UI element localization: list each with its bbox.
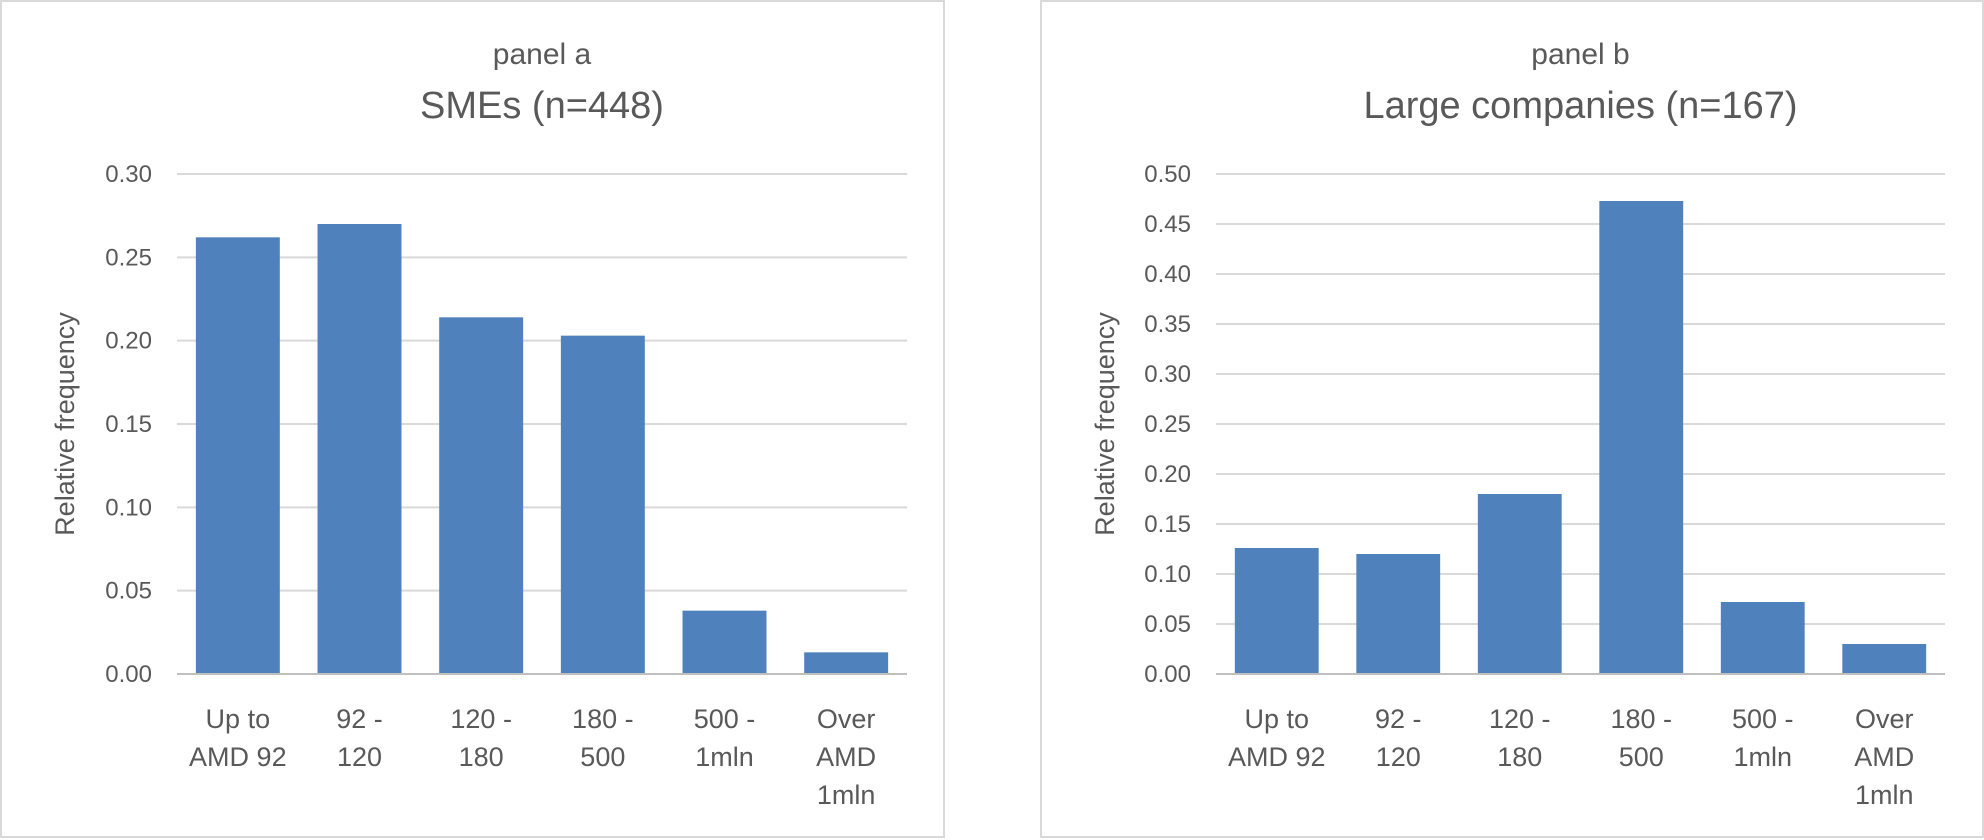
chart-title: SMEs (n=448): [420, 85, 664, 127]
bar: [195, 237, 280, 675]
x-category-label: 92 - 120: [1375, 704, 1422, 772]
bar: [1477, 494, 1562, 674]
bar: [1599, 201, 1684, 674]
chart-svg-panel-a: panel a SMEs (n=448) 0.00 0.05 0.10 0.15 0.20 0…: [50, 38, 907, 810]
x-category-label-line: 500 -: [1732, 704, 1794, 734]
chart-panel-b: panel b Large companies (n=167) 0.00 0.05 0.…: [1040, 0, 1984, 838]
bar: [1842, 644, 1927, 674]
x-category-label-line: Over: [1855, 704, 1914, 734]
x-category-label-line: 180: [459, 742, 504, 772]
x-category-label-line: 1mln: [1733, 742, 1792, 772]
chart-subtitle: panel a: [493, 38, 592, 71]
x-category-label: 500 - 1mln: [694, 704, 756, 772]
bar: [804, 652, 889, 674]
y-tick-label: 0.00: [1144, 661, 1191, 688]
bar: [317, 224, 402, 674]
x-category-label-line: 500: [1619, 742, 1664, 772]
x-category-label: Over AMD 1mln: [1854, 704, 1914, 810]
y-tick-label: 0.20: [1144, 461, 1191, 488]
y-tick-label: 0.30: [105, 161, 152, 188]
x-category-label-line: 120: [1376, 742, 1421, 772]
chart-title: Large companies (n=167): [1363, 85, 1797, 127]
x-category-label-line: AMD: [816, 742, 876, 772]
x-category-label-line: 120 -: [450, 704, 512, 734]
y-tick-label: 0.40: [1144, 261, 1191, 288]
y-tick-label: 0.15: [105, 411, 152, 438]
chart-subtitle: panel b: [1531, 38, 1629, 71]
bar: [560, 335, 645, 674]
x-category-label: Up to AMD 92: [1228, 704, 1326, 772]
y-axis-label: Relative frequency: [50, 312, 80, 536]
bar: [1356, 554, 1441, 674]
x-category-label: 120 - 180: [450, 704, 512, 772]
x-category-label-line: 180: [1497, 742, 1542, 772]
y-tick-label: 0.10: [105, 494, 152, 521]
x-category-label-line: 1mln: [817, 780, 876, 810]
x-category-label: 500 - 1mln: [1732, 704, 1794, 772]
x-category-label: 92 - 120: [336, 704, 383, 772]
x-category-label: 120 - 180: [1489, 704, 1551, 772]
x-category-label-line: 500 -: [694, 704, 756, 734]
y-tick-label: 0.15: [1144, 511, 1191, 538]
bar: [1720, 602, 1805, 674]
x-category-label-line: 120: [337, 742, 382, 772]
x-category-label-line: 1mln: [695, 742, 754, 772]
y-tick-label: 0.05: [105, 578, 152, 605]
chart-svg-panel-b: panel b Large companies (n=167) 0.00 0.05 0.…: [1090, 38, 1945, 810]
x-category-label-line: 180 -: [572, 704, 634, 734]
x-category-label-line: 120 -: [1489, 704, 1551, 734]
y-tick-label: 0.50: [1144, 161, 1191, 188]
y-tick-label: 0.30: [1144, 361, 1191, 388]
x-category-label: 180 - 500: [572, 704, 634, 772]
chart-panel-a: panel a SMEs (n=448) 0.00 0.05 0.10 0.15 0.20 0…: [0, 0, 945, 838]
y-tick-label: 0.45: [1144, 211, 1191, 238]
x-category-label-line: Up to: [1244, 704, 1309, 734]
bar: [439, 317, 524, 674]
x-category-label-line: AMD: [1854, 742, 1914, 772]
x-category-label-line: 1mln: [1855, 780, 1914, 810]
y-tick-label: 0.25: [1144, 411, 1191, 438]
bar: [1234, 548, 1319, 674]
x-category-label: 180 - 500: [1610, 704, 1672, 772]
y-tick-label: 0.25: [105, 244, 152, 271]
bar: [682, 610, 767, 674]
y-axis-label: Relative frequency: [1090, 312, 1120, 536]
x-category-label: Over AMD 1mln: [816, 704, 876, 810]
x-category-label-line: Over: [817, 704, 876, 734]
x-category-label-line: Up to: [206, 704, 271, 734]
x-category-label-line: AMD 92: [1228, 742, 1326, 772]
x-category-label-line: 180 -: [1610, 704, 1672, 734]
y-tick-label: 0.35: [1144, 311, 1191, 338]
x-category-label-line: 92 -: [1375, 704, 1422, 734]
x-category-label-line: 92 -: [336, 704, 383, 734]
y-tick-label: 0.00: [105, 661, 152, 688]
x-category-label: Up to AMD 92: [189, 704, 287, 772]
y-tick-label: 0.10: [1144, 561, 1191, 588]
x-category-label-line: AMD 92: [189, 742, 287, 772]
y-tick-label: 0.20: [105, 328, 152, 355]
y-tick-label: 0.05: [1144, 611, 1191, 638]
x-category-label-line: 500: [580, 742, 625, 772]
